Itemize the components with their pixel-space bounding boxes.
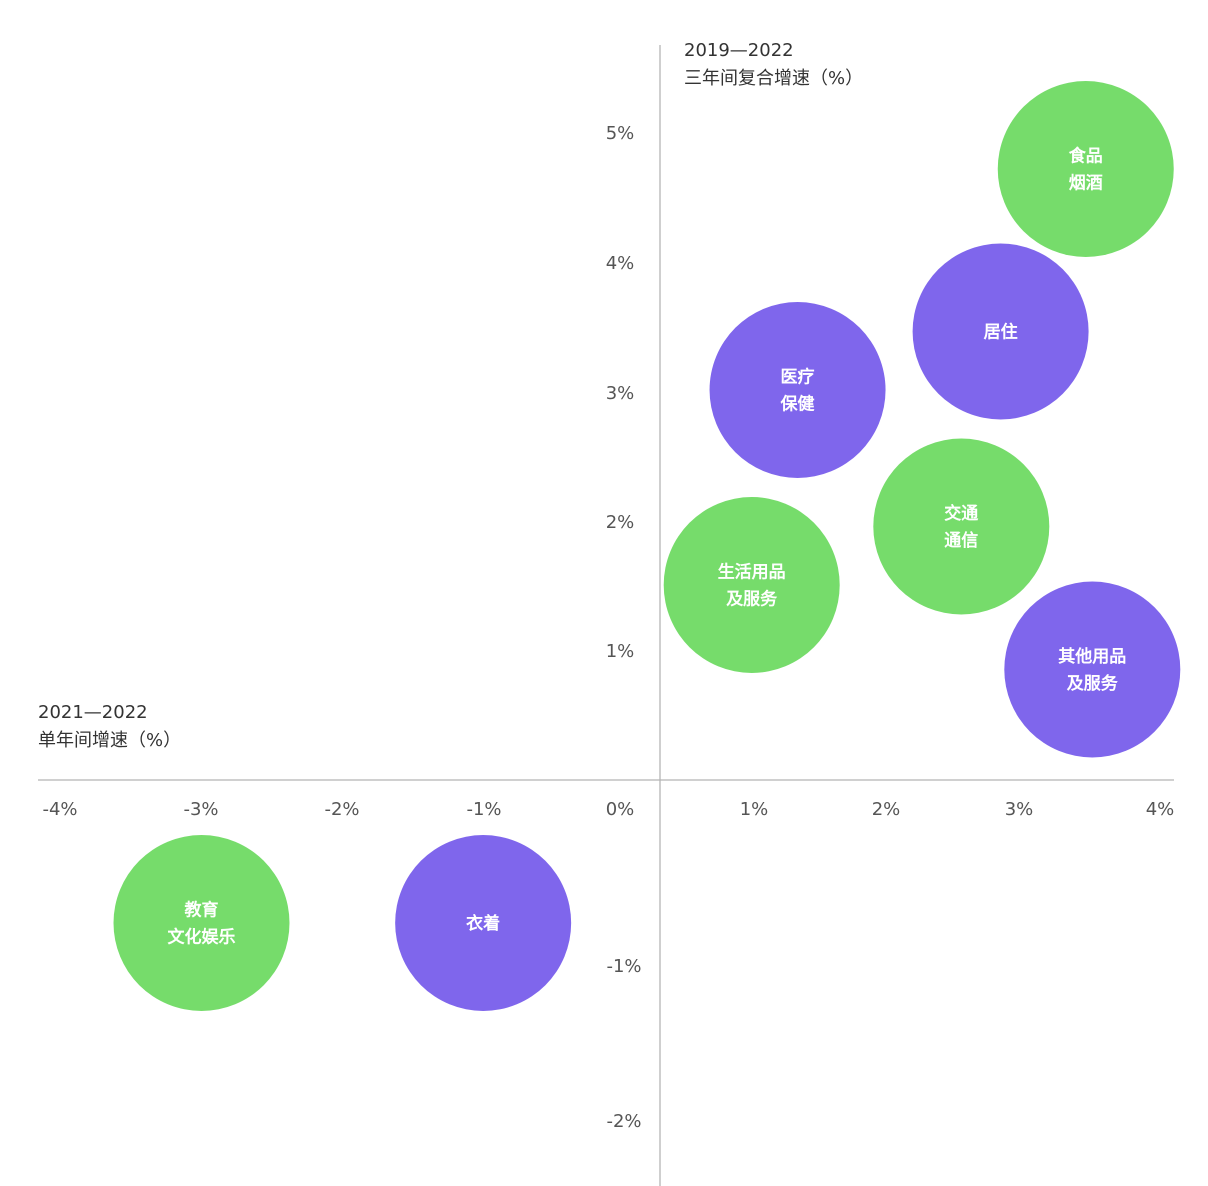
x-tick-label: 4% [1146,799,1175,820]
bubble-label: 交通 [944,503,978,524]
y-tick-labels: 5% 4% 3% 2% 1% -1% -2% [606,123,642,1132]
bubble [663,497,840,673]
bubble [997,81,1174,257]
bubble-label: 通信 [944,530,978,551]
y-tick-label: 5% [606,123,635,144]
y-axis-title-line: 2019—2022 [684,40,794,61]
y-tick-label: 4% [606,253,635,274]
y-tick-label: -2% [606,1111,641,1132]
y-tick-label: 1% [606,641,635,662]
bubble-label: 烟酒 [1069,173,1103,194]
y-tick-label: 3% [606,383,635,404]
x-tick-label: -1% [466,799,501,820]
x-axis-title-line: 2021—2022 [38,702,148,723]
x-tick-label: 2% [872,799,901,820]
x-tick-label: 3% [1005,799,1034,820]
bubble [709,302,886,478]
bubble-label: 教育 [184,900,219,921]
bubble [912,243,1089,420]
bubble-label: 衣着 [466,913,500,934]
bubble-label: 其他用品 [1058,646,1126,667]
bubble-label: 及服务 [1067,673,1119,694]
y-axis-title: 2019—2022 三年间复合增速（%） [684,40,863,89]
bubble-label: 医疗 [781,367,815,388]
x-tick-label: -4% [42,799,77,820]
y-tick-label: 2% [606,512,635,533]
bubbles-layer [113,81,1181,1011]
x-tick-label: 1% [740,799,769,820]
bubble [113,835,290,1011]
bubble-label: 食品 [1069,146,1103,167]
x-tick-label: 0% [606,799,635,820]
x-axis-title: 2021—2022 单年间增速（%） [38,702,181,751]
x-axis-title-line: 单年间增速（%） [38,730,181,751]
x-tick-label: -3% [183,799,218,820]
bubble [395,835,572,1011]
bubble-label: 及服务 [726,589,778,610]
bubble-label: 居住 [984,322,1018,343]
bubble [873,438,1050,615]
y-axis-title-line: 三年间复合增速（%） [684,68,863,89]
bubble-label: 文化娱乐 [168,927,236,948]
bubble [1004,581,1181,758]
y-tick-label: -1% [606,956,641,977]
bubble-label: 生活用品 [718,562,786,583]
bubble-label: 保健 [780,394,815,415]
x-tick-label: -2% [324,799,359,820]
x-tick-labels: -4% -3% -2% -1% 0% 1% 2% 3% 4% [42,799,1174,820]
